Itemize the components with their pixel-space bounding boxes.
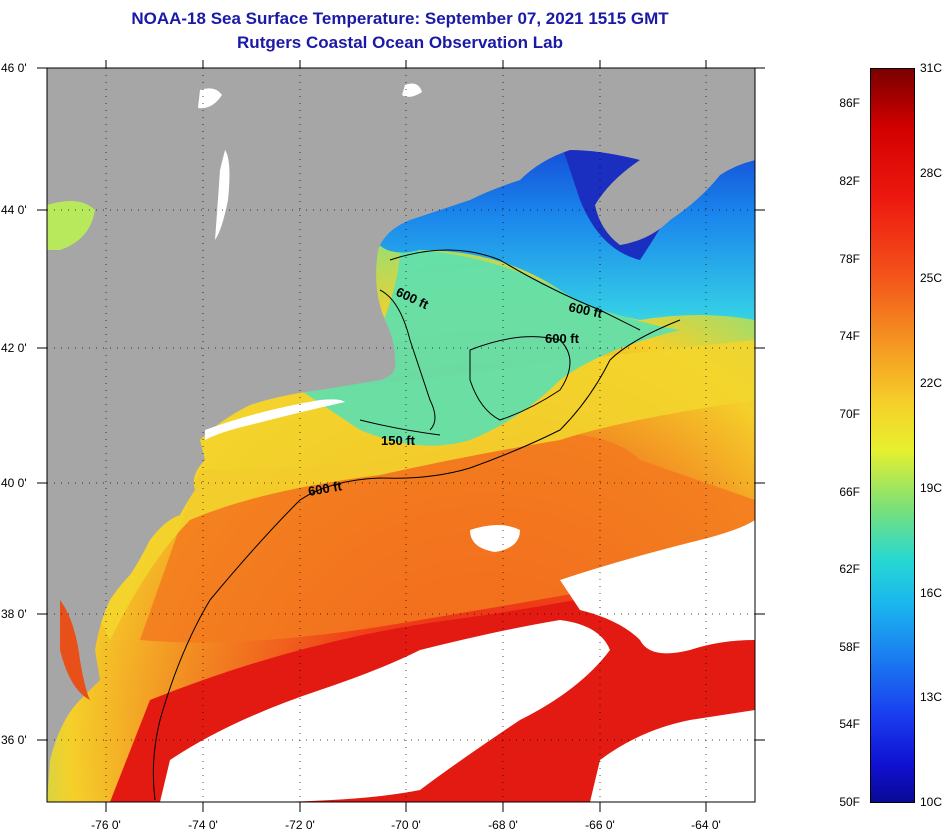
colorbar-c-22: 22C — [920, 376, 943, 390]
contour-label-600ft-shelf: 600 ft — [307, 478, 344, 499]
colorbar-f-70: 70F — [839, 407, 860, 421]
colorbar-f-82: 82F — [839, 174, 860, 188]
map-frame — [46, 67, 756, 803]
lon-label-66: -66 0' — [585, 818, 615, 832]
lon-label-64: -64 0' — [691, 818, 721, 832]
lat-label-46: 46 0' — [1, 61, 27, 75]
contour-label-600ft-georges: 600 ft — [545, 331, 580, 346]
map-subtitle: Rutgers Coastal Ocean Observation Lab — [237, 33, 563, 52]
colorbar-c-19: 19C — [920, 481, 943, 495]
colorbar-f-66: 66F — [839, 485, 860, 499]
map-title: NOAA-18 Sea Surface Temperature: Septemb… — [131, 9, 669, 28]
lon-label-74: -74 0' — [188, 818, 218, 832]
colorbar-f-50: 50F — [839, 795, 860, 809]
contour-label-150ft: 150 ft — [381, 433, 416, 448]
colorbar-f-78: 78F — [839, 252, 860, 266]
colorbar-f-54: 54F — [839, 717, 860, 731]
lon-label-76: -76 0' — [91, 818, 121, 832]
colorbar-c-31: 31C — [920, 61, 943, 75]
cloud-cover — [160, 620, 610, 802]
land-mass — [47, 68, 755, 802]
lat-label-38: 38 0' — [1, 607, 27, 621]
colorbar-f-62: 62F — [839, 562, 860, 576]
lon-label-72: -72 0' — [285, 818, 315, 832]
lat-label-36: 36 0' — [1, 733, 27, 747]
colorbar-c-16: 16C — [920, 586, 943, 600]
contour-label-600ft-gom-east: 600 ft — [567, 299, 604, 321]
colorbar-c-25: 25C — [920, 271, 943, 285]
colorbar-f-86: 86F — [839, 96, 860, 110]
colorbar-c-28: 28C — [920, 166, 943, 180]
temperature-colorbar — [870, 68, 915, 803]
colorbar-c-10: 10C — [920, 795, 943, 809]
lat-label-42: 42 0' — [1, 341, 27, 355]
colorbar-f-74: 74F — [839, 329, 860, 343]
lon-label-68: -68 0' — [488, 818, 518, 832]
lon-label-70: -70 0' — [391, 818, 421, 832]
colorbar-c-13: 13C — [920, 690, 943, 704]
lat-label-44: 44 0' — [1, 203, 27, 217]
colorbar-f-58: 58F — [839, 640, 860, 654]
lat-label-40: 40 0' — [1, 476, 27, 490]
